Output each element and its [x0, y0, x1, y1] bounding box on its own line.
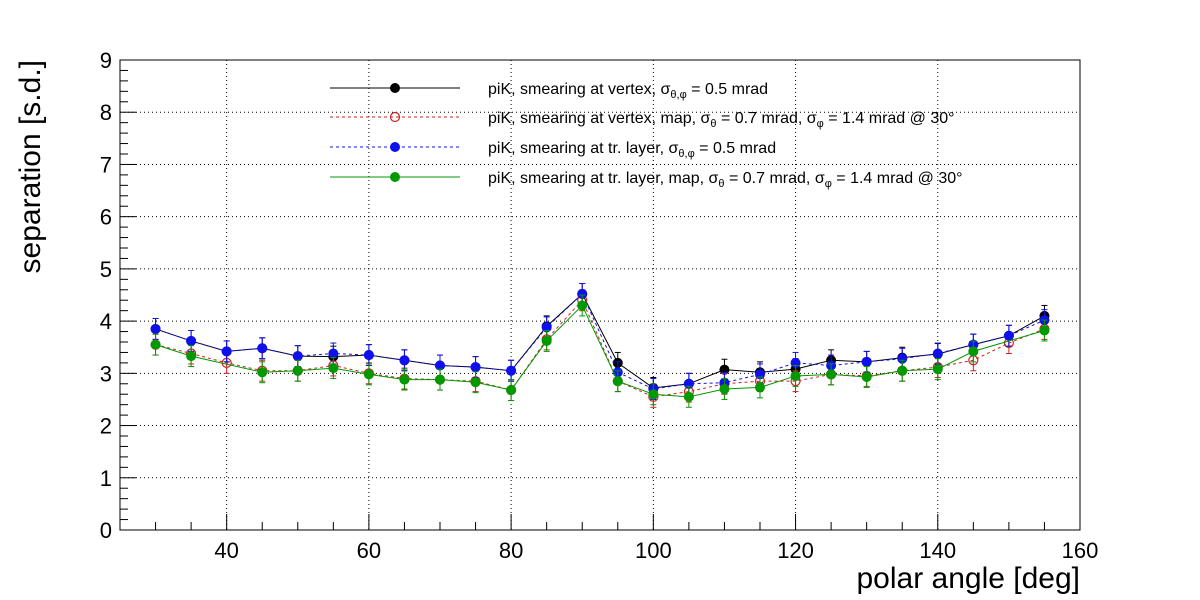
axis-ticks [120, 59, 1081, 531]
series-1 [150, 283, 1050, 399]
series-3 [150, 283, 1050, 400]
data-point [577, 300, 588, 311]
series-line [155, 304, 1045, 398]
y-tick-label: 7 [100, 152, 112, 177]
data-point [363, 350, 374, 361]
y-tick-label: 2 [100, 414, 112, 439]
data-point [292, 351, 303, 362]
series-2 [150, 289, 1050, 408]
data-point [292, 365, 303, 376]
x-tick-label: 120 [777, 538, 814, 563]
data-point [399, 374, 410, 385]
legend-marker [390, 142, 400, 152]
legend-label: piK, smearing at tr. layer, map, σθ = 0.… [488, 170, 963, 190]
data-point [932, 348, 943, 359]
data-point [648, 389, 659, 400]
data-point [577, 288, 588, 299]
legend-marker [390, 83, 400, 93]
data-point [328, 363, 339, 374]
data-point [861, 356, 872, 367]
y-tick-label: 3 [100, 361, 112, 386]
y-tick-label: 6 [100, 205, 112, 230]
plot-frame [119, 59, 1081, 531]
data-point [683, 391, 694, 402]
grid [120, 60, 1080, 530]
series-line [155, 293, 1045, 389]
x-tick-label: 160 [1062, 538, 1099, 563]
y-axis-title: separation [s.d.] [14, 60, 47, 273]
series-4 [150, 294, 1050, 408]
legend-label: piK, smearing at vertex, σθ,φ = 0.5 mrad [488, 81, 768, 101]
legend-label: piK, smearing at vertex, map, σθ = 0.7 m… [488, 110, 955, 130]
legend-marker [390, 172, 400, 182]
data-point [470, 377, 481, 388]
data-point [186, 335, 197, 346]
data-point [399, 355, 410, 366]
data-point [150, 339, 161, 350]
data-point [221, 346, 232, 357]
x-axis-title: polar angle [deg] [856, 562, 1080, 595]
y-tick-label: 9 [100, 48, 112, 73]
data-point [435, 374, 445, 385]
data-point [755, 382, 765, 393]
data-point [541, 322, 552, 333]
legend-entry-2: piK, smearing at vertex, map, σθ = 0.7 m… [330, 110, 955, 130]
data-point [826, 369, 837, 380]
legend-label: piK, smearing at tr. layer, σθ,φ = 0.5 m… [488, 140, 776, 160]
x-tick-label: 80 [499, 538, 523, 563]
x-tick-label: 60 [357, 538, 381, 563]
tick-labels: 40 60 80 100 120 140 160 0 1 2 3 4 5 6 7 8 9 [100, 48, 1099, 563]
data-point [541, 335, 552, 346]
data-point [328, 348, 339, 359]
legend: piK, smearing at vertex, σθ,φ = 0.5 mrad… [330, 81, 963, 190]
series-line [155, 293, 1045, 390]
y-tick-label: 8 [100, 100, 112, 125]
data-point [612, 376, 623, 387]
data-point [1039, 325, 1050, 336]
data-point [363, 369, 374, 380]
y-tick-label: 0 [100, 518, 112, 543]
legend-entry-4: piK, smearing at tr. layer, map, σθ = 0.… [330, 170, 963, 190]
y-tick-label: 4 [100, 309, 112, 334]
data-point [897, 365, 908, 376]
data-point [506, 385, 517, 396]
series-layer [150, 283, 1050, 408]
data-point [861, 371, 872, 382]
data-point [257, 367, 268, 378]
y-tick-label: 1 [100, 466, 112, 491]
x-tick-label: 140 [919, 538, 956, 563]
series-line [155, 299, 1045, 398]
x-tick-label: 100 [635, 538, 672, 563]
data-point [257, 343, 268, 354]
legend-marker [389, 111, 401, 123]
data-point [932, 364, 943, 375]
legend-entry-1: piK, smearing at vertex, σθ,φ = 0.5 mrad [330, 81, 768, 101]
data-point [897, 353, 908, 364]
y-tick-label: 5 [100, 257, 112, 282]
data-point [506, 365, 517, 376]
data-point [186, 351, 197, 362]
data-point [150, 323, 161, 334]
legend-entry-3: piK, smearing at tr. layer, σθ,φ = 0.5 m… [330, 140, 776, 160]
data-point [435, 360, 445, 371]
data-point [719, 384, 730, 394]
data-point [1003, 330, 1014, 341]
data-point [790, 370, 801, 381]
data-point [968, 346, 979, 357]
data-point [470, 362, 481, 373]
x-tick-label: 40 [214, 538, 238, 563]
